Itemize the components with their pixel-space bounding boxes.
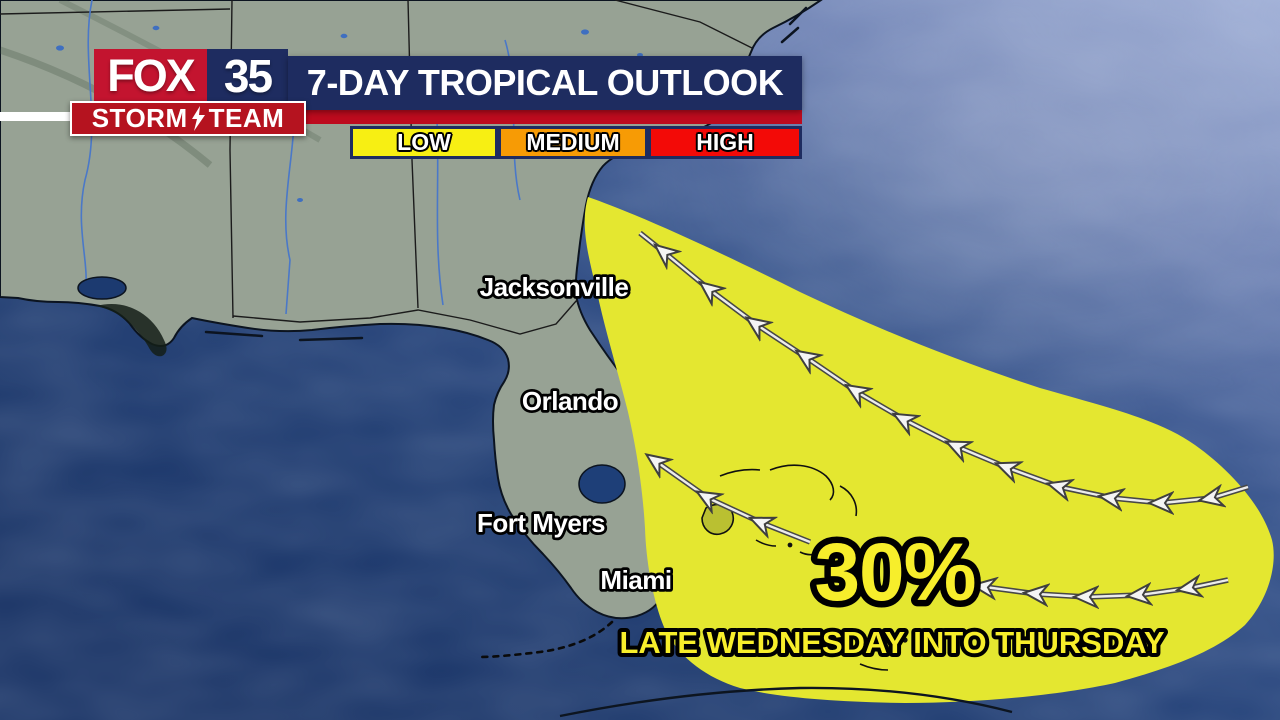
- legend-item-medium: MEDIUM: [498, 126, 648, 159]
- fox-logo: FOX: [94, 49, 207, 103]
- legend-item-high: HIGH: [648, 126, 802, 159]
- storm-text: STORM: [91, 103, 188, 133]
- legend-high-label: HIGH: [696, 129, 754, 155]
- header-red-underbar: [288, 110, 802, 124]
- legend-low-label: LOW: [397, 129, 451, 155]
- city-label-jacksonville: Jacksonville: [480, 272, 629, 302]
- city-label-miami: Miami: [600, 565, 671, 595]
- channel-number-text: 35: [223, 50, 273, 102]
- fox-logo-text: FOX: [107, 50, 196, 101]
- movement-arrow-track-south: [985, 580, 1229, 597]
- team-text: TEAM: [208, 103, 285, 133]
- lake-pontchartrain: [77, 276, 127, 300]
- florida-keys: [476, 620, 614, 659]
- left-accent-stripe: [0, 112, 72, 121]
- timing-label: LATE WEDNESDAY INTO THURSDAY: [620, 625, 1165, 660]
- movement-arrow-track-north: [638, 230, 1249, 503]
- cuba-coastline: [559, 686, 1013, 718]
- city-label-orlando: Orlando: [522, 386, 618, 416]
- page-title-text: 7-DAY TROPICAL OUTLOOK: [306, 62, 784, 103]
- storm-team-banner: STORM TEAM: [70, 101, 306, 136]
- mississippi-delta: [96, 304, 167, 357]
- page-title: 7-DAY TROPICAL OUTLOOK: [288, 56, 802, 110]
- development-probability-label: 30%: [814, 527, 975, 618]
- movement-arrow-track-central: [657, 462, 812, 545]
- lightning-bolt-icon: [191, 106, 205, 131]
- legend-item-low: LOW: [350, 126, 498, 159]
- legend-medium-label: MEDIUM: [526, 129, 620, 155]
- city-label-fort-myers: Fort Myers: [477, 508, 605, 538]
- channel-number: 35: [207, 49, 288, 103]
- lake-okeechobee: [578, 464, 626, 504]
